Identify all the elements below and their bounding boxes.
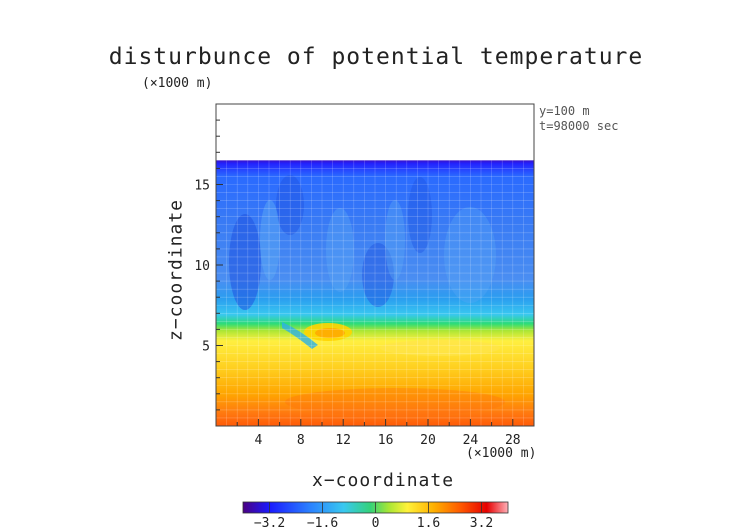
plume-light-4 [444, 207, 496, 303]
y-tick-label: 10 [194, 259, 210, 274]
chart-title: disturbunce of potential temperature [108, 44, 644, 70]
x-axis-unit: (×1000 m) [466, 446, 537, 461]
grid-lines [216, 160, 534, 426]
y-tick-label: 5 [202, 340, 210, 355]
plume-light-2 [326, 208, 354, 292]
hot-patch [285, 388, 505, 416]
warm-core [315, 328, 345, 338]
plume-dark-4 [408, 177, 432, 253]
x-tick-label: 24 [463, 433, 479, 448]
x-tick-label: 28 [505, 433, 521, 448]
annotation-t: t=98000 sec [539, 119, 619, 133]
colorbar-tick-label: 0 [372, 516, 380, 531]
y-axis-unit: (×1000 m) [142, 76, 213, 91]
colorbar-tick-label: −3.2 [254, 516, 285, 531]
x-tick-label: 8 [297, 433, 305, 448]
colorbar-tick-label: 1.6 [417, 516, 440, 531]
x-tick-label: 12 [335, 433, 351, 448]
chart-annotations: y=100 m t=98000 sec [539, 104, 618, 134]
plume-dark-1 [229, 214, 261, 310]
x-tick-label: 16 [378, 433, 394, 448]
colorbar-tick-label: −1.6 [307, 516, 338, 531]
x-axis-ticks: 4 8 12 16 20 24 28 [236, 419, 521, 448]
plume-dark-2 [276, 175, 304, 235]
annotation-y: y=100 m [539, 104, 590, 118]
plume-dark-3 [362, 243, 394, 307]
colorbar-tick-label: 3.2 [470, 516, 493, 531]
x-tick-label: 4 [254, 433, 262, 448]
plume-light-1 [260, 200, 280, 280]
colorbar-ticks: −3.2 −1.6 0 1.6 3.2 [254, 502, 493, 531]
warm-band [380, 340, 500, 356]
y-tick-label: 15 [194, 179, 210, 194]
cold-tongue [282, 322, 318, 349]
x-tick-label: 20 [420, 433, 436, 448]
x-axis-label: x−coordinate [312, 470, 455, 491]
y-axis-ticks: 5 10 15 [194, 119, 223, 411]
field-layer [216, 160, 534, 426]
plume-light-3 [385, 200, 405, 280]
